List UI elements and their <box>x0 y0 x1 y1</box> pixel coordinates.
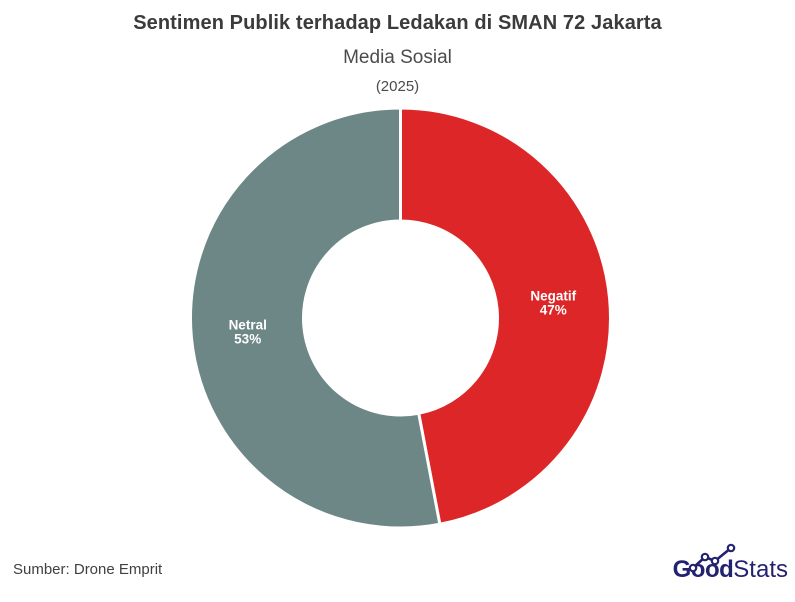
trend-line-icon <box>688 543 735 573</box>
donut-segment-netral <box>189 106 442 530</box>
chart-title: Sentimen Publik terhadap Ledakan di SMAN… <box>133 12 662 34</box>
source-caption: Sumber: Drone Emprit <box>13 561 163 578</box>
chart-subtitle: Media Sosial <box>343 47 452 68</box>
donut-segment-negatif <box>399 106 612 526</box>
chart-header: Sentimen Publik terhadap Ledakan di SMAN… <box>0 0 795 95</box>
segment-label-negatif: Negatif 47% <box>530 289 576 318</box>
goodstats-logo: GoodStats <box>673 543 788 590</box>
donut-chart: Negatif 47% Netral 53% <box>189 106 612 530</box>
chart-year: (2025) <box>375 78 420 95</box>
logo-text-light: Stats <box>733 556 788 583</box>
segment-label-netral: Netral 53% <box>229 317 267 346</box>
